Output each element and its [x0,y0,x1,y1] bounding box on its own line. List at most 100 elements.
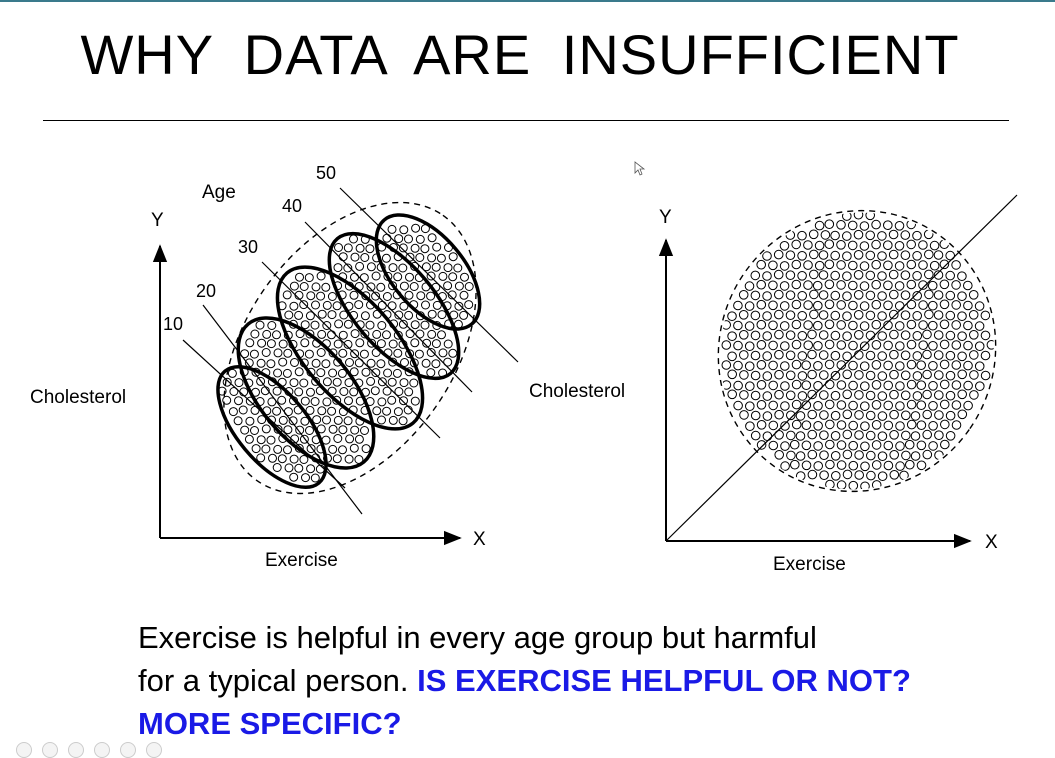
scatter-dot [382,233,392,243]
scatter-dot [273,444,283,454]
scatter-dot [818,350,829,360]
nav-dot[interactable] [94,742,110,758]
nav-dot[interactable] [146,742,162,758]
scatter-dot [306,444,316,454]
scatter-dot [939,259,950,270]
scatter-dot [871,440,882,450]
nav-dot[interactable] [16,742,32,758]
scatter-dot [256,358,266,368]
scatter-dot [836,340,847,350]
scatter-dot [394,234,404,244]
slide-title: WHY DATA ARE INSUFFICIENT [80,23,960,86]
scatter-dot [257,415,267,425]
age-label-20: 20 [196,281,216,301]
scatter-dot [813,300,823,311]
scatter-dot [299,434,309,444]
scatter-dot [345,358,354,367]
age-label-50: 50 [316,163,336,183]
scatter-dot [842,449,853,460]
scatter-dot [785,270,796,281]
scatter-dot [780,361,790,371]
scatter-dot [376,359,386,369]
scatter-dot [883,400,894,411]
scatter-dot [299,455,309,464]
scatter-dot [317,329,327,339]
scatter-dot [768,260,778,271]
scatter-dot [928,300,938,311]
scatter-dot [865,350,876,361]
scatter-dot [343,263,353,273]
age-group-50-ellipse [374,213,482,331]
scatter-dot [421,262,431,272]
scatter-dot [768,380,779,391]
scatter-dot [963,280,973,291]
scatter-dot [410,396,420,406]
scatter-dot [404,290,414,300]
scatter-dot [906,399,917,410]
scatter-dot [431,262,441,272]
scatter-dot [438,271,448,281]
scatter-dot [871,420,882,430]
scatter-dot [301,473,310,483]
scatter-dot [744,321,755,331]
nav-dot[interactable] [120,742,136,758]
scatter-dot [411,223,421,233]
scatter-dot [779,241,790,251]
scatter-dot [394,387,404,396]
scatter-dot [854,430,864,440]
scatter-dot [818,270,829,280]
scatter-dot [865,410,876,421]
scatter-dot [927,280,938,291]
scatter-dot [464,300,474,310]
scatter-dot [377,397,387,407]
scatter-dot [912,351,923,361]
scatter-dot [409,378,419,388]
scatter-dot [733,380,743,391]
scatter-dot [338,252,348,262]
scatter-dot [399,301,409,311]
scatter-dot [366,282,376,292]
scatter-dot [847,220,858,231]
scatter-dot [877,311,887,321]
scatter-dot [906,379,917,390]
scatter-dot [338,425,348,435]
scatter-dot [344,454,354,464]
scatter-dot [895,401,905,411]
scatter-dot [250,426,259,435]
scatter-dot [310,473,320,483]
scatter-dot [376,339,386,349]
scatter-dot [354,300,364,310]
scatter-dot [906,299,917,310]
scatter-dot [871,239,881,250]
scatter-dot [355,243,365,253]
nav-dot[interactable] [68,742,84,758]
scatter-dot [321,282,331,292]
scatter-dot [934,450,944,461]
scatter-dot [934,410,944,420]
scatter-dot [825,479,835,490]
scatter-dot [322,377,332,387]
scatter-dot [327,310,337,320]
scatter-dot [448,252,458,262]
scatter-dot [918,320,928,330]
scatter-dot [957,351,967,362]
scatter-dot [918,340,929,351]
scatter-dot [819,370,829,380]
scatter-dot [427,329,437,339]
scatter-dot [888,229,899,240]
scatter-dot [745,381,755,392]
scatter-dot [388,339,398,349]
title-divider [43,120,1009,121]
scatter-dot [762,331,773,341]
scatter-dot [337,368,347,378]
nav-dot[interactable] [42,742,58,758]
scatter-dot [923,229,934,240]
scatter-dot [382,406,392,416]
scatter-dot [922,429,933,440]
scatter-dot [388,263,398,273]
scatter-dot [398,416,408,426]
scatter-dot [733,320,743,331]
scatter-dot [762,411,773,421]
scatter-dot [294,367,304,377]
scatter-dot [328,424,338,434]
